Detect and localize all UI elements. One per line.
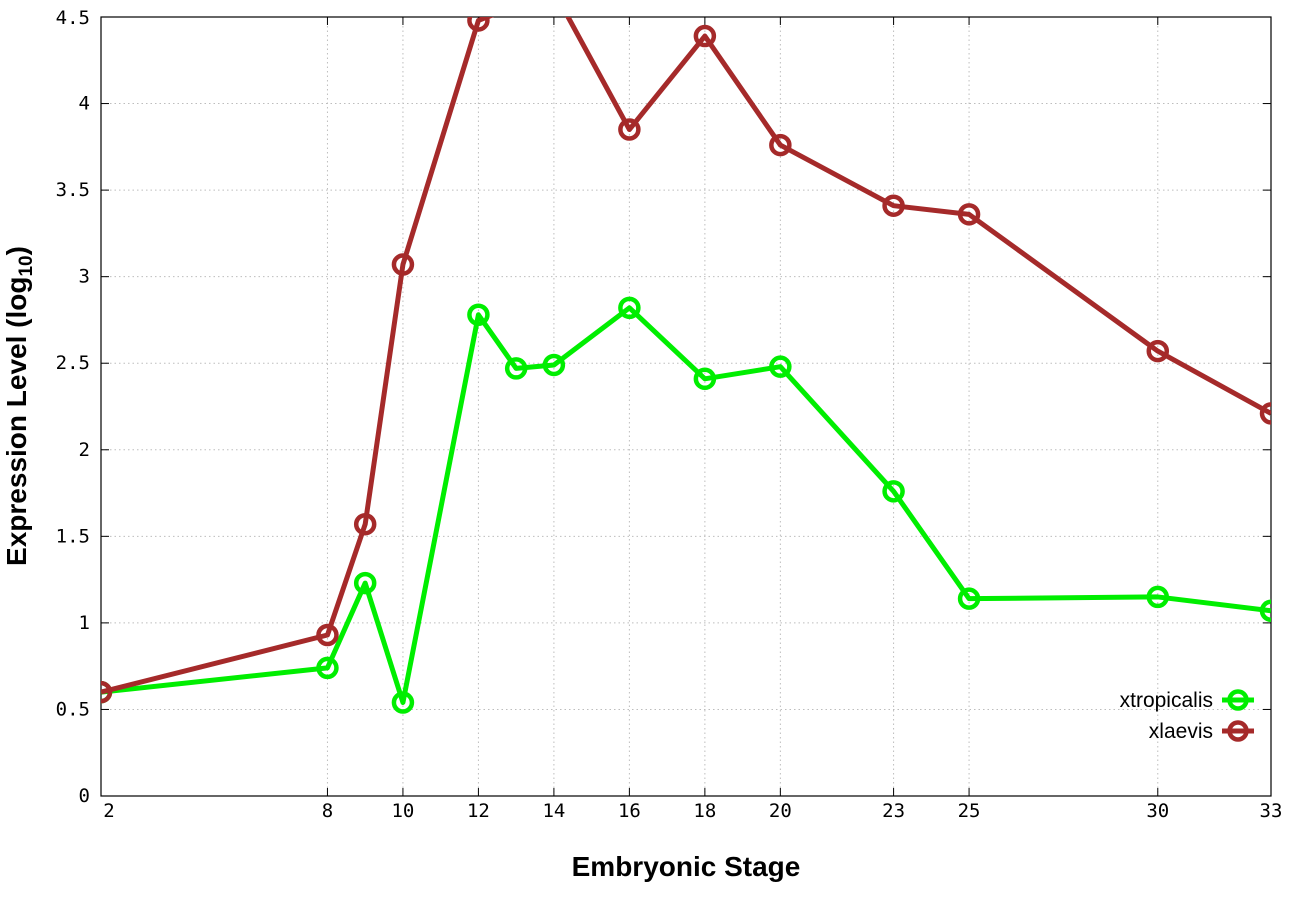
y-tick-label: 0.5 bbox=[56, 698, 90, 720]
plot-area-border bbox=[100, 16, 1272, 797]
data-point-xlaevis bbox=[316, 623, 339, 647]
data-point-xtropicalis bbox=[467, 303, 490, 327]
x-tick-label: 30 bbox=[1146, 800, 1169, 822]
x-tick-label: 18 bbox=[693, 800, 716, 822]
x-axis-title: Embryonic Stage bbox=[572, 851, 801, 882]
x-tick-label: 16 bbox=[618, 800, 641, 822]
x-tick-label: 14 bbox=[542, 800, 565, 822]
data-point-xtropicalis bbox=[882, 480, 905, 503]
legend-marker-xlaevis bbox=[1227, 720, 1249, 742]
x-tick-label: 23 bbox=[882, 800, 905, 822]
data-point-xlaevis bbox=[353, 512, 377, 536]
series-line-xtropicalis bbox=[101, 305, 1271, 706]
data-point-xlaevis bbox=[1146, 339, 1170, 363]
grid-lines bbox=[101, 17, 1271, 796]
y-axis-title-close: ) bbox=[1, 246, 32, 255]
data-point-xtropicalis bbox=[353, 571, 377, 595]
data-point-xlaevis bbox=[693, 24, 717, 48]
data-point-xtropicalis bbox=[693, 367, 717, 391]
y-tick-label: 3 bbox=[79, 266, 90, 288]
y-tick-label: 4 bbox=[79, 93, 90, 115]
data-point-xlaevis bbox=[618, 118, 641, 141]
data-point-xtropicalis bbox=[618, 296, 641, 320]
x-tick-label: 12 bbox=[467, 800, 490, 822]
data-point-xlaevis bbox=[1259, 402, 1271, 425]
legend-entry-xlaevis: xlaevis bbox=[1149, 720, 1254, 743]
series-line-xlaevis bbox=[101, 17, 1271, 695]
data-point-xlaevis bbox=[391, 253, 415, 276]
data-point-xtropicalis bbox=[1146, 585, 1170, 609]
x-tick-label: 10 bbox=[391, 800, 414, 822]
y-tick-label: 2.5 bbox=[56, 352, 90, 374]
series-xlaevis bbox=[101, 17, 1271, 704]
legend-marker-xtropicalis bbox=[1227, 689, 1249, 711]
series-group bbox=[101, 17, 1271, 714]
legend-label-xlaevis: xlaevis bbox=[1149, 720, 1213, 743]
x-tick-label: 25 bbox=[958, 800, 981, 822]
y-tick-label: 0 bbox=[79, 785, 90, 807]
legend-label-xtropicalis: xtropicalis bbox=[1120, 689, 1213, 712]
y-tick-label: 1.5 bbox=[56, 525, 90, 547]
data-point-xtropicalis bbox=[542, 353, 566, 377]
y-tick-label: 1 bbox=[79, 612, 90, 634]
y-tick-label: 3.5 bbox=[56, 179, 90, 201]
data-point-xtropicalis bbox=[316, 656, 339, 680]
x-tick-label: 33 bbox=[1260, 800, 1283, 822]
data-point-xlaevis bbox=[769, 133, 792, 157]
legend-entry-xtropicalis: xtropicalis bbox=[1120, 689, 1254, 712]
data-point-xtropicalis bbox=[957, 587, 981, 610]
y-tick-labels: 0 0.5 1 1.5 2 2.5 3 3.5 4 4.5 bbox=[56, 7, 90, 807]
y-axis-title: Expression Level (log10) bbox=[1, 246, 37, 566]
data-point-xtropicalis bbox=[391, 691, 415, 714]
legend: xtropicalis xlaevis bbox=[1120, 689, 1254, 743]
y-tick-label: 2 bbox=[79, 439, 90, 461]
data-point-xlaevis bbox=[957, 203, 981, 226]
x-tick-label: 2 bbox=[103, 800, 114, 822]
data-point-xtropicalis bbox=[1259, 599, 1271, 623]
data-point-xlaevis bbox=[101, 680, 113, 704]
data-point-xlaevis bbox=[882, 194, 905, 217]
x-tick-label: 20 bbox=[769, 800, 792, 822]
data-point-xlaevis bbox=[467, 17, 490, 32]
x-tick-label: 8 bbox=[322, 800, 333, 822]
data-point-xtropicalis bbox=[504, 357, 528, 380]
y-tick-label: 4.5 bbox=[56, 7, 90, 29]
data-point-xtropicalis bbox=[769, 355, 792, 378]
axis-ticks bbox=[100, 16, 1272, 797]
y-axis-title-subscript: 10 bbox=[16, 255, 37, 276]
x-tick-labels: 2 8 10 12 14 16 18 20 23 25 30 33 bbox=[103, 800, 1282, 822]
y-axis-title-main: Expression Level (log bbox=[1, 277, 32, 566]
